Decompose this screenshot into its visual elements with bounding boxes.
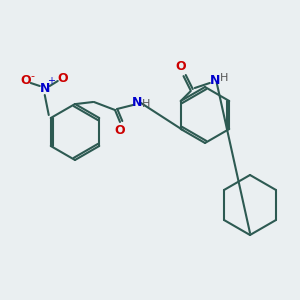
Text: N: N bbox=[40, 82, 50, 95]
Text: -: - bbox=[31, 71, 35, 81]
Text: H: H bbox=[220, 73, 228, 83]
Text: H: H bbox=[142, 99, 150, 109]
Text: O: O bbox=[115, 124, 125, 136]
Text: O: O bbox=[176, 61, 186, 74]
Text: O: O bbox=[57, 73, 68, 85]
Text: N: N bbox=[132, 95, 142, 109]
Text: O: O bbox=[20, 74, 31, 88]
Text: +: + bbox=[47, 76, 55, 86]
Text: N: N bbox=[210, 74, 220, 88]
